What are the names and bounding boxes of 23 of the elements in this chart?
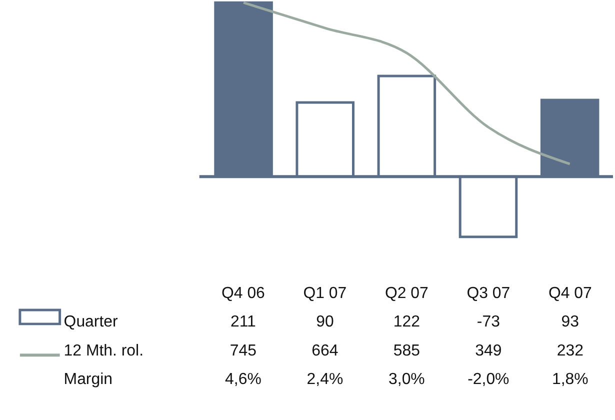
data-label: -73 xyxy=(476,314,500,331)
data-label: 585 xyxy=(393,342,420,360)
data-label: 90 xyxy=(316,314,334,331)
x-tick-label: Q4 06 xyxy=(222,285,266,302)
x-tick-label: Q4 07 xyxy=(548,285,592,302)
data-label: 211 xyxy=(230,314,256,331)
text: 4,6% xyxy=(225,371,262,388)
legend-label: 12 Mth. rol. xyxy=(64,342,144,360)
x-tick-label: Q2 07 xyxy=(384,285,429,302)
text: -2,0% xyxy=(468,371,510,388)
text: 3,0% xyxy=(388,371,425,388)
x-tick-label: Q3 07 xyxy=(466,285,510,302)
data-label: 122 xyxy=(393,314,420,331)
data-label: 232 xyxy=(556,342,584,360)
text: Margin xyxy=(64,371,113,388)
text: 1,8% xyxy=(552,371,588,388)
data-label: 745 xyxy=(230,342,257,360)
legend-label: Quarter xyxy=(64,314,119,331)
data-label: 664 xyxy=(312,342,338,360)
data-label: 349 xyxy=(475,342,502,360)
text: 2,4% xyxy=(306,371,344,388)
x-tick-label: Q1 07 xyxy=(303,285,347,302)
data-label: 93 xyxy=(561,314,580,331)
